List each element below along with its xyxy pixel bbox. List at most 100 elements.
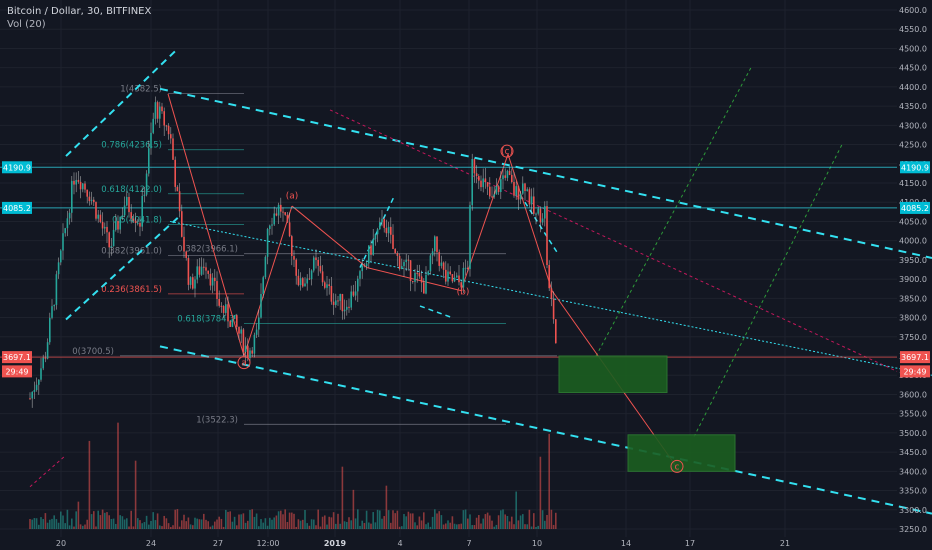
volume-bar: [535, 526, 537, 529]
candle-body: [112, 229, 115, 247]
candle-body: [381, 218, 383, 223]
volume-bar: [284, 509, 286, 529]
fib-label: 0(3700.5): [72, 347, 114, 357]
volume-bar: [387, 510, 390, 529]
candle-body: [104, 226, 106, 229]
wave-leg-5: [460, 154, 509, 291]
candle-body: [425, 274, 427, 294]
volume-bar: [181, 520, 183, 529]
volume-bar: [141, 523, 143, 529]
candle-body: [31, 391, 33, 399]
volume-bar: [502, 509, 504, 529]
candle-body: [148, 148, 150, 174]
wave-leg-3: [291, 205, 368, 268]
volume-bar: [407, 511, 410, 529]
candle-body: [73, 180, 75, 185]
candle-body: [467, 267, 469, 270]
x-tick-label: 4: [397, 539, 402, 548]
volume-bar: [40, 517, 42, 529]
candle-body: [273, 213, 275, 225]
candle-body: [165, 125, 168, 127]
candle-body: [196, 266, 198, 280]
time-axis[interactable]: 20 24 27 12:00 2019 4 7 10 14 17 21: [56, 539, 790, 548]
symbol-title: Bitcoin / Dollar, 30, BITFINEX: [7, 6, 152, 17]
volume-bar: [308, 525, 311, 529]
volume-bar: [458, 524, 460, 529]
volume-bar: [317, 509, 319, 529]
candle-body: [110, 246, 113, 248]
candle-body: [337, 300, 339, 302]
volume-bar: [82, 525, 84, 529]
volume-bar: [550, 509, 553, 529]
candle-body: [341, 294, 344, 312]
candle-body: [205, 267, 207, 271]
volume-bar: [251, 509, 253, 529]
candle-body: [310, 270, 313, 280]
wave-leg-1: [167, 93, 245, 357]
volume-bar: [68, 525, 71, 529]
volume-bar: [240, 514, 242, 529]
volume-bar: [238, 514, 240, 529]
candle-body: [271, 224, 273, 226]
fib-label: 0.786(4236.5): [101, 141, 162, 151]
volume-bar: [537, 525, 539, 529]
candle-body: [376, 229, 379, 235]
volume-bar: [150, 520, 152, 529]
volume-bar: [288, 512, 291, 529]
candle-body: [156, 102, 159, 119]
volume-bar: [128, 526, 130, 529]
y-tick-label: 3300.0: [899, 506, 927, 515]
volume-bar: [167, 523, 170, 529]
volume-bar: [517, 520, 520, 529]
volume-bar: [42, 518, 44, 529]
candle-body: [130, 212, 132, 219]
volume-bar: [361, 520, 363, 529]
price-axis[interactable]: 4600.0 4550.0 4500.0 4450.0 4400.0 4350.0 4300…: [2, 6, 930, 534]
volume-bar: [471, 525, 473, 529]
candle-body: [64, 228, 66, 234]
candle-body: [170, 134, 172, 139]
volume-bar: [343, 521, 346, 529]
volume-bar: [93, 511, 95, 529]
candle-body: [493, 194, 495, 197]
volume-bar: [304, 509, 306, 529]
volume-bar: [139, 520, 141, 529]
candle-body: [511, 174, 513, 183]
candle-body: [502, 175, 504, 180]
wave-circle: [670, 459, 684, 473]
candle-body: [480, 180, 482, 188]
candle-body: [231, 318, 234, 327]
volume-bar: [456, 524, 458, 529]
volume-bar: [519, 515, 522, 529]
candle-body: [482, 178, 484, 188]
volume-bar: [148, 524, 150, 529]
volume-bar: [273, 517, 275, 529]
candle-body: [449, 271, 451, 275]
wave-circle: [500, 144, 514, 158]
volume-bar: [453, 523, 456, 529]
candle-body: [159, 106, 161, 119]
volume-bar: [64, 523, 66, 529]
candle-body: [55, 274, 58, 305]
y-tick-label: 4050.0: [899, 217, 927, 226]
candle-body: [220, 305, 223, 307]
volume-bar: [546, 514, 548, 529]
candle-body: [244, 345, 247, 352]
candle-body: [297, 275, 300, 286]
volume-bar: [192, 525, 194, 529]
candle-body: [185, 251, 187, 258]
candle-body: [172, 138, 174, 160]
candle-body: [42, 357, 44, 369]
y-tick-label: 3550.0: [899, 410, 927, 419]
candle-body: [35, 384, 38, 391]
candle-body: [420, 276, 423, 283]
candle-body: [88, 196, 91, 202]
volume-bar: [79, 524, 82, 529]
candle-body: [295, 259, 297, 276]
volume-bar: [341, 466, 344, 529]
volume-indicator-label: Vol (20): [7, 19, 46, 30]
candle-body: [500, 179, 502, 192]
volume-bar: [161, 526, 163, 529]
fib-retracement-lines: 1(4382.5) 0.786(4236.5) 0.618(4122.0) 0.5(4…: [72, 85, 557, 425]
